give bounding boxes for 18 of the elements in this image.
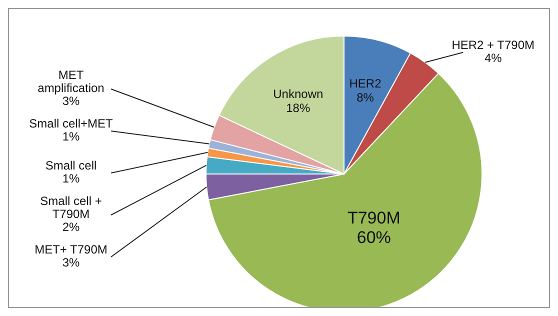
slice-label: T790M (347, 208, 400, 228)
data-label: 3% (62, 94, 80, 108)
slice-label: HER2 (349, 76, 382, 91)
data-label: 1% (62, 172, 80, 186)
slice-label: Small cell (45, 158, 97, 173)
slice-label: MET amplification (38, 68, 104, 96)
data-label: 8% (356, 90, 374, 104)
slice-label: MET+ T790M (34, 242, 108, 257)
data-label: 1% (62, 130, 80, 144)
data-label: 3% (62, 256, 80, 270)
slice-label: Small cell + T790M (40, 194, 102, 222)
data-label: 18% (286, 100, 310, 115)
slice-label: Unknown (273, 87, 324, 102)
data-label: 4% (484, 51, 502, 66)
data-label: 2% (62, 220, 80, 234)
slice-label: HER2 + T790M (452, 38, 535, 52)
data-label: 60% (356, 228, 391, 247)
slice-label: Small cell+MET (29, 116, 114, 131)
